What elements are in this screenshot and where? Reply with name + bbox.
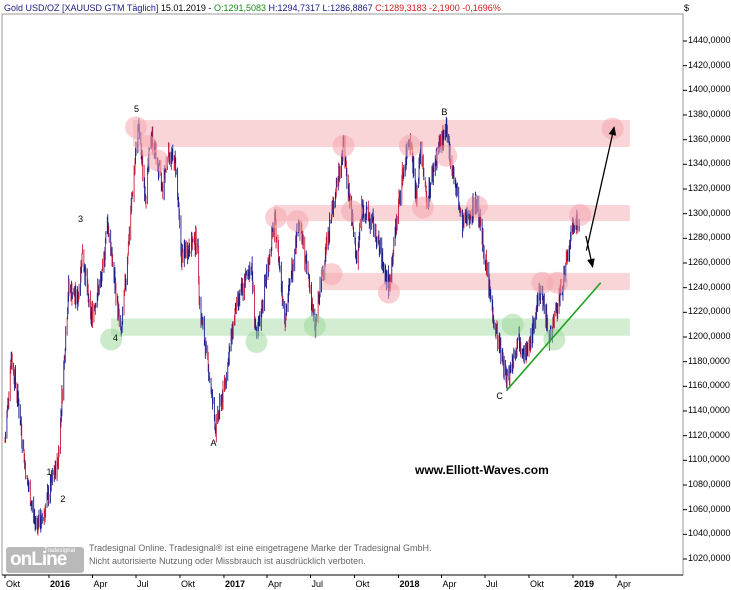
x-tick-label: Okt xyxy=(180,579,195,589)
y-tick-label: 1100,0000 xyxy=(688,454,730,465)
x-tick-label: Okt xyxy=(6,579,21,589)
y-tick-label: 1440,0000 xyxy=(688,35,731,45)
resistance-highlight-marker xyxy=(332,134,355,157)
x-tick-label: Jul xyxy=(311,579,324,589)
wave-label: A xyxy=(210,438,217,449)
wave-label: 2 xyxy=(60,493,66,504)
logo-background xyxy=(6,547,84,573)
open-value: O:1291,5083 xyxy=(213,3,266,13)
wave-label: 3 xyxy=(78,213,84,224)
wave-label: 1 xyxy=(46,466,52,477)
resistance-highlight-marker xyxy=(146,149,169,172)
x-tick-label: Okt xyxy=(529,579,544,589)
disclaimer-line-2: Nicht autorisierte Nutzung oder Missbrau… xyxy=(89,556,366,566)
wave-label: C xyxy=(496,391,503,402)
y-tick-label: 1260,0000 xyxy=(688,257,731,267)
logo-sub-text: Tradesignal xyxy=(44,548,76,554)
y-tick-label: 1320,0000 xyxy=(688,183,731,193)
currency-label: $ xyxy=(684,3,690,13)
y-tick-label: 1080,0000 xyxy=(688,479,731,489)
disclaimer-line-1: Tradesignal Online. Tradesignal® ist ein… xyxy=(89,543,432,553)
y-tick-label: 1120,0000 xyxy=(688,429,730,440)
x-tick-label: Apr xyxy=(617,579,632,589)
wave-label: 5 xyxy=(133,104,139,115)
watermark-text: www.Elliott-Waves.com xyxy=(415,463,549,477)
resistance-highlight-marker xyxy=(411,196,434,219)
wave-label: 4 xyxy=(112,333,118,344)
y-tick-label: 1020,0000 xyxy=(688,553,731,563)
logo-main-text: onLine xyxy=(10,549,67,570)
x-tick-label: Apr xyxy=(442,579,457,589)
x-tick-label: Apr xyxy=(267,579,282,589)
support-highlight-marker xyxy=(303,314,326,337)
support-highlight-marker xyxy=(100,328,123,351)
y-tick-label: 1380,0000 xyxy=(688,109,731,119)
y-tick-label: 1220,0000 xyxy=(688,306,731,317)
projection-arrow-up xyxy=(585,126,617,251)
resistance-zone-0 xyxy=(133,119,630,148)
symbol-label: Gold USD/OZ [XAUUSD GTM Täglich] xyxy=(4,3,159,13)
y-tick-label: 1180,0000 xyxy=(688,355,730,366)
y-tick-label: 1360,0000 xyxy=(688,133,731,144)
resistance-highlight-marker xyxy=(546,271,569,294)
resistance-highlight-marker xyxy=(341,200,364,223)
x-tick-label: Okt xyxy=(355,579,370,589)
resistance-highlight-marker xyxy=(320,263,343,286)
y-tick-label: 1160,0000 xyxy=(688,380,730,391)
resistance-zone-2 xyxy=(321,272,630,291)
close-value: C:1289,3183 -2,1900 -0,1696% xyxy=(375,3,501,13)
date-label: 15.01.2019 - xyxy=(160,3,212,13)
resistance-highlight-marker xyxy=(569,203,592,226)
resistance-highlight-marker xyxy=(465,195,488,218)
x-tick-label: Apr xyxy=(93,579,108,589)
resistance-highlight-marker xyxy=(286,210,309,233)
y-tick-label: 1400,0000 xyxy=(688,84,731,95)
y-tick-label: 1300,0000 xyxy=(688,207,731,218)
resistance-highlight-marker xyxy=(377,281,400,304)
plot-frame xyxy=(1,13,684,576)
support-highlight-marker xyxy=(543,328,566,351)
x-tick-label: 2019 xyxy=(573,579,594,589)
resistance-highlight-marker xyxy=(124,116,147,139)
y-tick-label: 1060,0000 xyxy=(688,503,731,514)
resistance-highlight-marker xyxy=(135,134,158,157)
y-tick-label: 1200,0000 xyxy=(688,331,731,341)
support-zone-3 xyxy=(111,318,630,336)
high-low-value: H:1294,7317 L:1286,8867 xyxy=(268,3,373,13)
y-tick-label: 1420,0000 xyxy=(688,59,731,70)
y-tick-label: 1280,0000 xyxy=(688,232,731,243)
resistance-highlight-marker xyxy=(435,144,458,167)
support-highlight-marker xyxy=(245,330,268,353)
x-tick-label: 2017 xyxy=(224,579,245,589)
resistance-highlight-marker xyxy=(265,206,288,229)
resistance-highlight-marker xyxy=(398,134,421,157)
x-tick-label: 2018 xyxy=(399,579,420,589)
y-tick-label: 1240,0000 xyxy=(688,281,731,292)
support-highlight-marker xyxy=(501,313,524,336)
y-tick-label: 1340,0000 xyxy=(688,158,731,169)
support-trendline xyxy=(506,282,602,391)
wave-label: B xyxy=(441,106,448,117)
projection-arrow-down xyxy=(585,235,595,268)
y-tick-label: 1140,0000 xyxy=(688,405,730,415)
x-tick-label: Jul xyxy=(136,579,149,589)
chart-header: Gold USD/OZ [XAUUSD GTM Täglich] 15.01.2… xyxy=(4,3,501,13)
tradesignal-logo: onLine Tradesignal xyxy=(6,547,84,573)
x-tick-label: 2016 xyxy=(49,579,70,589)
x-tick-label: Jul xyxy=(486,579,498,589)
y-tick-label: 1040,0000 xyxy=(688,528,731,539)
